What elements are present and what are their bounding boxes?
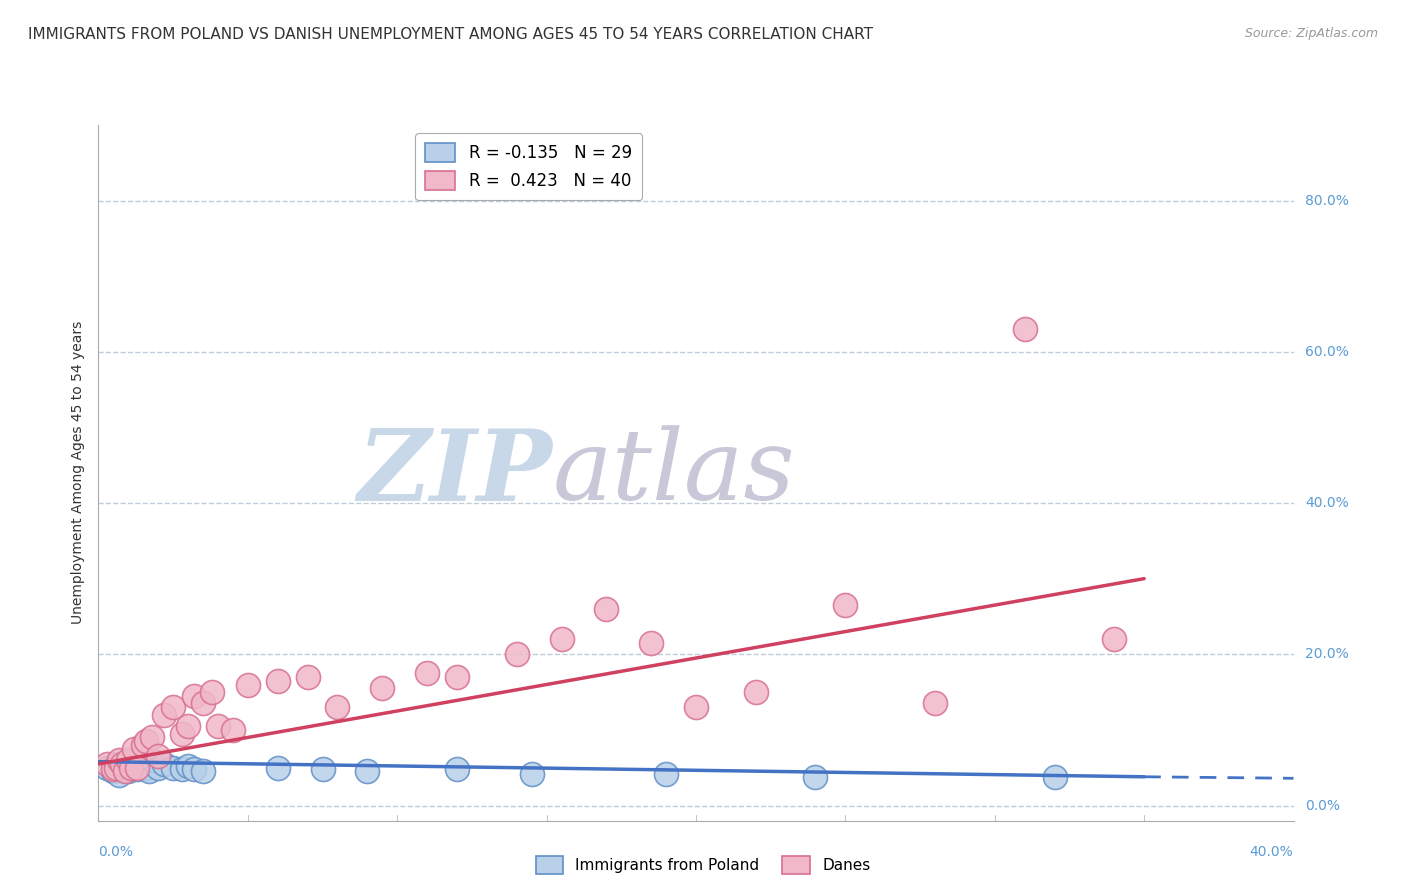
Text: 80.0%: 80.0% [1305, 194, 1350, 208]
Point [148, 749, 170, 764]
Point [222, 723, 245, 737]
Text: 40.0%: 40.0% [1305, 496, 1350, 510]
Point [804, 770, 827, 784]
Point [132, 738, 155, 752]
Point [120, 761, 142, 775]
Point [236, 677, 259, 691]
Point [114, 764, 136, 779]
Point [105, 756, 128, 771]
Point [127, 762, 149, 776]
Point [117, 764, 139, 779]
Text: Source: ZipAtlas.com: Source: ZipAtlas.com [1244, 27, 1378, 40]
Point [135, 734, 157, 748]
Point [96, 761, 118, 775]
Text: 20.0%: 20.0% [1305, 648, 1350, 661]
Legend: Immigrants from Poland, Danes: Immigrants from Poland, Danes [530, 850, 876, 880]
Point [446, 762, 468, 776]
Point [124, 741, 146, 756]
Point [108, 768, 131, 782]
Point [311, 762, 333, 776]
Text: ZIP: ZIP [357, 425, 553, 521]
Point [685, 700, 707, 714]
Point [183, 689, 205, 703]
Point [135, 761, 157, 775]
Point [177, 759, 200, 773]
Point [297, 670, 319, 684]
Point [267, 761, 290, 775]
Point [172, 726, 194, 740]
Point [162, 761, 184, 775]
Point [177, 719, 200, 733]
Point [520, 766, 543, 780]
Point [148, 761, 170, 775]
Point [117, 753, 139, 767]
Point [111, 756, 134, 771]
Point [326, 700, 349, 714]
Point [153, 707, 176, 722]
Point [108, 753, 131, 767]
Point [416, 666, 439, 681]
Point [655, 766, 678, 780]
Point [191, 697, 214, 711]
Point [127, 761, 149, 775]
Point [120, 761, 142, 775]
Point [595, 602, 617, 616]
Point [138, 764, 160, 779]
Point [924, 697, 946, 711]
Point [267, 673, 290, 688]
Point [114, 756, 136, 771]
Text: atlas: atlas [553, 425, 796, 520]
Point [183, 762, 205, 776]
Point [745, 685, 768, 699]
Point [1014, 322, 1036, 336]
Y-axis label: Unemployment Among Ages 45 to 54 years: Unemployment Among Ages 45 to 54 years [70, 321, 84, 624]
Text: 40.0%: 40.0% [1250, 845, 1294, 859]
Point [153, 756, 176, 771]
Point [1104, 632, 1126, 647]
Point [1043, 770, 1066, 784]
Point [191, 764, 214, 779]
Point [162, 700, 184, 714]
Point [111, 761, 134, 775]
Point [201, 685, 224, 699]
Point [172, 762, 194, 776]
Point [640, 636, 662, 650]
Point [141, 753, 163, 767]
Point [506, 647, 529, 661]
Point [207, 719, 229, 733]
Text: 0.0%: 0.0% [98, 845, 134, 859]
Point [105, 761, 128, 775]
Text: 0.0%: 0.0% [1305, 798, 1340, 813]
Legend: R = -0.135   N = 29, R =  0.423   N = 40: R = -0.135 N = 29, R = 0.423 N = 40 [415, 133, 643, 200]
Point [550, 632, 572, 647]
Text: 60.0%: 60.0% [1305, 345, 1350, 359]
Point [834, 598, 856, 612]
Point [141, 731, 163, 745]
Point [96, 756, 118, 771]
Point [446, 670, 468, 684]
Point [103, 762, 125, 776]
Text: IMMIGRANTS FROM POLAND VS DANISH UNEMPLOYMENT AMONG AGES 45 TO 54 YEARS CORRELAT: IMMIGRANTS FROM POLAND VS DANISH UNEMPLO… [28, 27, 873, 42]
Point [371, 681, 394, 696]
Point [132, 756, 155, 771]
Point [103, 764, 125, 779]
Point [124, 753, 146, 767]
Point [356, 764, 378, 779]
